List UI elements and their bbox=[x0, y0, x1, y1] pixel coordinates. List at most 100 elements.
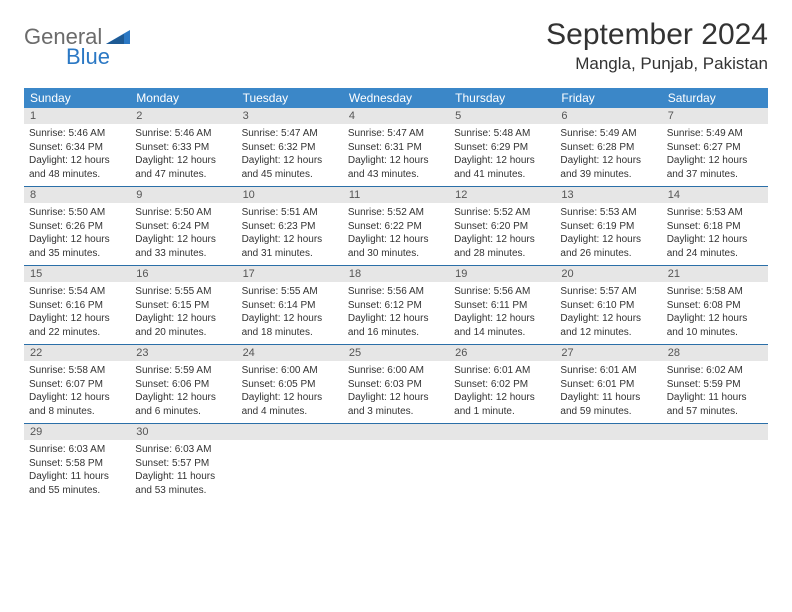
empty-day-number bbox=[237, 424, 343, 440]
day-body: Sunrise: 5:58 AMSunset: 6:08 PMDaylight:… bbox=[662, 282, 768, 343]
day-cell: 12Sunrise: 5:52 AMSunset: 6:20 PMDayligh… bbox=[449, 187, 555, 265]
day-number: 23 bbox=[130, 345, 236, 361]
sunset-text: Sunset: 6:19 PM bbox=[560, 220, 656, 234]
sunset-text: Sunset: 6:32 PM bbox=[242, 141, 338, 155]
day-number: 24 bbox=[237, 345, 343, 361]
day-number: 13 bbox=[555, 187, 661, 203]
sunset-text: Sunset: 6:34 PM bbox=[29, 141, 125, 155]
day-number: 14 bbox=[662, 187, 768, 203]
day-number: 17 bbox=[237, 266, 343, 282]
day-cell: 16Sunrise: 5:55 AMSunset: 6:15 PMDayligh… bbox=[130, 266, 236, 344]
dow-friday: Friday bbox=[555, 88, 661, 108]
day-number: 6 bbox=[555, 108, 661, 124]
header: General Blue September 2024 Mangla, Punj… bbox=[24, 18, 768, 74]
day-cell: 13Sunrise: 5:53 AMSunset: 6:19 PMDayligh… bbox=[555, 187, 661, 265]
day-number: 10 bbox=[237, 187, 343, 203]
sunset-text: Sunset: 6:26 PM bbox=[29, 220, 125, 234]
daylight-text-1: Daylight: 12 hours bbox=[29, 391, 125, 405]
day-cell: 18Sunrise: 5:56 AMSunset: 6:12 PMDayligh… bbox=[343, 266, 449, 344]
daylight-text-1: Daylight: 12 hours bbox=[667, 154, 763, 168]
day-number: 1 bbox=[24, 108, 130, 124]
day-cell: 27Sunrise: 6:01 AMSunset: 6:01 PMDayligh… bbox=[555, 345, 661, 423]
daylight-text-1: Daylight: 12 hours bbox=[454, 233, 550, 247]
daylight-text-2: and 18 minutes. bbox=[242, 326, 338, 340]
daylight-text-2: and 59 minutes. bbox=[560, 405, 656, 419]
day-number: 20 bbox=[555, 266, 661, 282]
daylight-text-1: Daylight: 12 hours bbox=[135, 391, 231, 405]
day-cell: 7Sunrise: 5:49 AMSunset: 6:27 PMDaylight… bbox=[662, 108, 768, 186]
daylight-text-1: Daylight: 12 hours bbox=[560, 312, 656, 326]
sunrise-text: Sunrise: 5:50 AM bbox=[135, 206, 231, 220]
daylight-text-1: Daylight: 12 hours bbox=[135, 312, 231, 326]
day-number: 4 bbox=[343, 108, 449, 124]
sunrise-text: Sunrise: 5:53 AM bbox=[560, 206, 656, 220]
dow-sunday: Sunday bbox=[24, 88, 130, 108]
sunrise-text: Sunrise: 6:01 AM bbox=[560, 364, 656, 378]
day-body: Sunrise: 5:53 AMSunset: 6:19 PMDaylight:… bbox=[555, 203, 661, 264]
day-number: 8 bbox=[24, 187, 130, 203]
sunset-text: Sunset: 6:06 PM bbox=[135, 378, 231, 392]
day-body: Sunrise: 5:53 AMSunset: 6:18 PMDaylight:… bbox=[662, 203, 768, 264]
day-body: Sunrise: 5:52 AMSunset: 6:22 PMDaylight:… bbox=[343, 203, 449, 264]
day-number: 12 bbox=[449, 187, 555, 203]
day-number: 3 bbox=[237, 108, 343, 124]
sunset-text: Sunset: 6:02 PM bbox=[454, 378, 550, 392]
sunset-text: Sunset: 5:57 PM bbox=[135, 457, 231, 471]
daylight-text-2: and 3 minutes. bbox=[348, 405, 444, 419]
daylight-text-2: and 26 minutes. bbox=[560, 247, 656, 261]
sunrise-text: Sunrise: 6:02 AM bbox=[667, 364, 763, 378]
day-cell: 1Sunrise: 5:46 AMSunset: 6:34 PMDaylight… bbox=[24, 108, 130, 186]
dow-wednesday: Wednesday bbox=[343, 88, 449, 108]
day-cell: 9Sunrise: 5:50 AMSunset: 6:24 PMDaylight… bbox=[130, 187, 236, 265]
day-body: Sunrise: 5:55 AMSunset: 6:14 PMDaylight:… bbox=[237, 282, 343, 343]
daylight-text-1: Daylight: 12 hours bbox=[348, 154, 444, 168]
logo-text-blue: Blue bbox=[66, 44, 110, 70]
day-cell: 20Sunrise: 5:57 AMSunset: 6:10 PMDayligh… bbox=[555, 266, 661, 344]
day-body: Sunrise: 5:56 AMSunset: 6:12 PMDaylight:… bbox=[343, 282, 449, 343]
sunset-text: Sunset: 5:59 PM bbox=[667, 378, 763, 392]
day-number: 11 bbox=[343, 187, 449, 203]
sunrise-text: Sunrise: 6:03 AM bbox=[135, 443, 231, 457]
sunset-text: Sunset: 6:03 PM bbox=[348, 378, 444, 392]
week-row: 22Sunrise: 5:58 AMSunset: 6:07 PMDayligh… bbox=[24, 345, 768, 424]
day-number: 29 bbox=[24, 424, 130, 440]
daylight-text-1: Daylight: 12 hours bbox=[348, 233, 444, 247]
day-body: Sunrise: 5:55 AMSunset: 6:15 PMDaylight:… bbox=[130, 282, 236, 343]
day-cell: 11Sunrise: 5:52 AMSunset: 6:22 PMDayligh… bbox=[343, 187, 449, 265]
sunset-text: Sunset: 6:12 PM bbox=[348, 299, 444, 313]
sunset-text: Sunset: 6:15 PM bbox=[135, 299, 231, 313]
sunrise-text: Sunrise: 5:57 AM bbox=[560, 285, 656, 299]
day-number: 2 bbox=[130, 108, 236, 124]
daylight-text-1: Daylight: 12 hours bbox=[454, 312, 550, 326]
daylight-text-2: and 43 minutes. bbox=[348, 168, 444, 182]
dow-thursday: Thursday bbox=[449, 88, 555, 108]
daylight-text-2: and 37 minutes. bbox=[667, 168, 763, 182]
daylight-text-1: Daylight: 12 hours bbox=[454, 391, 550, 405]
daylight-text-2: and 47 minutes. bbox=[135, 168, 231, 182]
day-cell: 30Sunrise: 6:03 AMSunset: 5:57 PMDayligh… bbox=[130, 424, 236, 502]
empty-day-number bbox=[555, 424, 661, 440]
sunset-text: Sunset: 6:29 PM bbox=[454, 141, 550, 155]
daylight-text-2: and 10 minutes. bbox=[667, 326, 763, 340]
sunset-text: Sunset: 6:14 PM bbox=[242, 299, 338, 313]
day-number: 28 bbox=[662, 345, 768, 361]
day-body: Sunrise: 5:47 AMSunset: 6:32 PMDaylight:… bbox=[237, 124, 343, 185]
day-cell: 19Sunrise: 5:56 AMSunset: 6:11 PMDayligh… bbox=[449, 266, 555, 344]
sunrise-text: Sunrise: 5:55 AM bbox=[242, 285, 338, 299]
day-number: 15 bbox=[24, 266, 130, 282]
day-number: 25 bbox=[343, 345, 449, 361]
day-body: Sunrise: 5:58 AMSunset: 6:07 PMDaylight:… bbox=[24, 361, 130, 422]
sunset-text: Sunset: 6:05 PM bbox=[242, 378, 338, 392]
day-body: Sunrise: 5:46 AMSunset: 6:34 PMDaylight:… bbox=[24, 124, 130, 185]
day-body: Sunrise: 5:50 AMSunset: 6:26 PMDaylight:… bbox=[24, 203, 130, 264]
daylight-text-2: and 24 minutes. bbox=[667, 247, 763, 261]
day-cell: 28Sunrise: 6:02 AMSunset: 5:59 PMDayligh… bbox=[662, 345, 768, 423]
day-cell bbox=[555, 424, 661, 502]
daylight-text-2: and 12 minutes. bbox=[560, 326, 656, 340]
sunset-text: Sunset: 6:28 PM bbox=[560, 141, 656, 155]
sunrise-text: Sunrise: 5:52 AM bbox=[454, 206, 550, 220]
day-body: Sunrise: 5:51 AMSunset: 6:23 PMDaylight:… bbox=[237, 203, 343, 264]
daylight-text-2: and 39 minutes. bbox=[560, 168, 656, 182]
daylight-text-2: and 45 minutes. bbox=[242, 168, 338, 182]
day-cell bbox=[449, 424, 555, 502]
